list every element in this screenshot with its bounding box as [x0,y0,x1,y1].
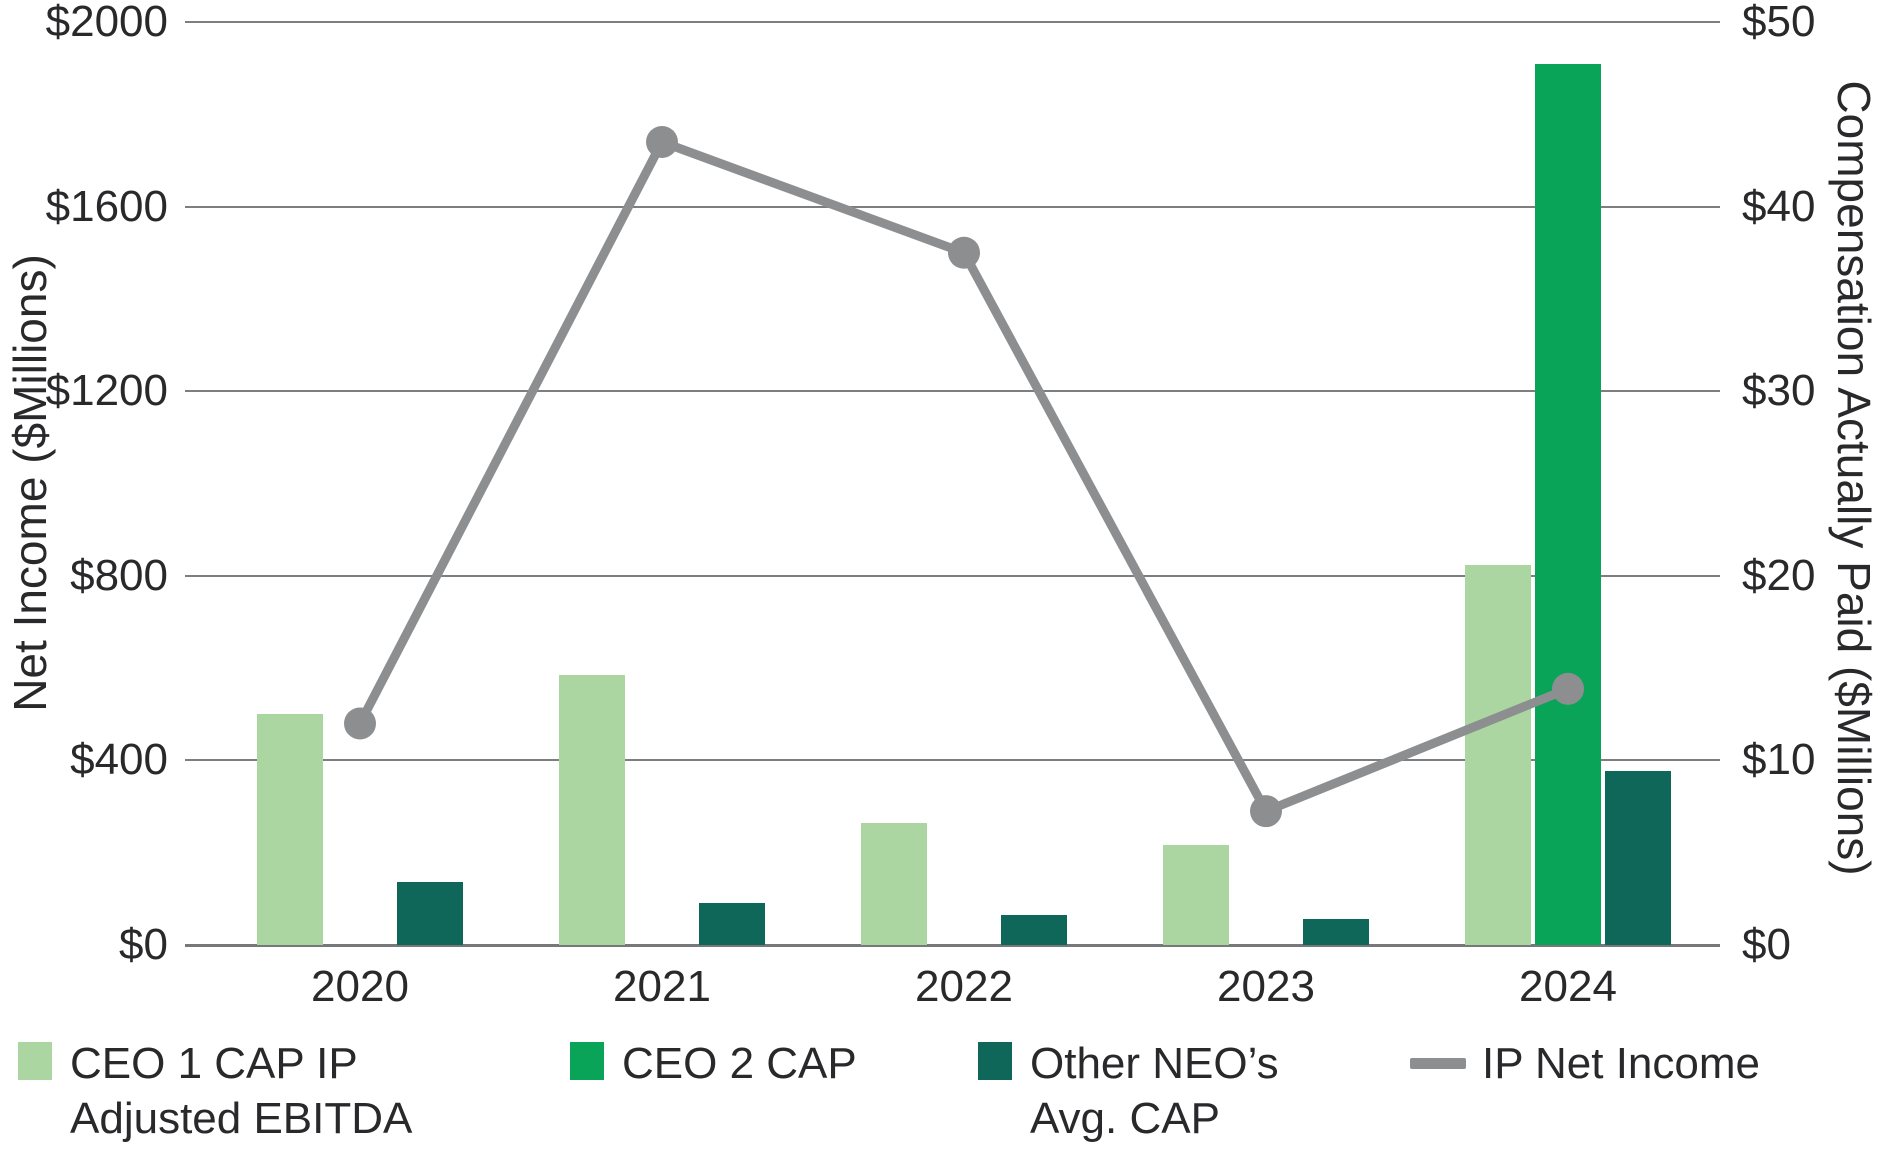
bar-other-neo-s-avg-cap-2024 [1605,771,1671,945]
x-axis-label-2021: 2021 [613,962,711,1011]
legend-item-2: CEO 2 CAP [570,1036,857,1091]
legend-square-swatch [978,1042,1012,1080]
bar-ceo-1-cap-ip-adjusted-ebitda-2021 [559,675,625,945]
legend-item-1: CEO 1 CAP IP Adjusted EBITDA [18,1036,412,1146]
legend-label: Other NEO’s Avg. CAP [1030,1039,1279,1143]
legend-label: IP Net Income [1482,1039,1760,1088]
net-income-point-2023 [1250,795,1282,828]
net-income-point-2024 [1552,672,1584,705]
bar-ceo-1-cap-ip-adjusted-ebitda-2024 [1465,564,1531,945]
left-tick-label: $800 [70,550,168,600]
right-tick-label: $20 [1742,550,1816,600]
legend-line-swatch [1410,1058,1466,1069]
left-tick-label: $0 [119,920,168,969]
bar-other-neo-s-avg-cap-2022 [1001,915,1067,945]
gridline [185,205,1720,208]
right-axis-title: Compensation Actually Paid ($Millions) [1828,80,1880,876]
right-tick-label: $0 [1742,920,1791,969]
right-tick-label: $50 [1742,0,1816,46]
net-income-point-2021 [646,125,678,158]
x-axis-label-2024: 2024 [1519,962,1617,1011]
right-tick-label: $30 [1742,366,1816,416]
legend-label: CEO 1 CAP IP Adjusted EBITDA [70,1039,413,1143]
plot-area [185,21,1720,947]
x-axis-baseline [185,944,1720,947]
x-axis-label-2020: 2020 [311,962,409,1011]
left-tick-label: $400 [70,735,168,785]
left-tick-label: $2000 [45,0,168,46]
legend-item-4: IP Net Income [1410,1036,1760,1091]
gridline [185,390,1720,393]
bar-ceo-2-cap-2024 [1535,64,1601,945]
legend-label: CEO 2 CAP [622,1039,857,1088]
bar-other-neo-s-avg-cap-2023 [1303,919,1369,945]
net-income-point-2022 [948,236,980,269]
gridline [185,759,1720,762]
left-tick-label: $1200 [45,366,168,416]
net-income-line-series [344,125,1584,828]
bar-ceo-1-cap-ip-adjusted-ebitda-2020 [257,714,323,945]
legend-square-swatch [570,1042,604,1080]
legend-square-swatch [18,1042,52,1080]
legend-item-3: Other NEO’s Avg. CAP [978,1036,1279,1146]
bar-ceo-1-cap-ip-adjusted-ebitda-2022 [861,823,927,945]
gridline [185,21,1720,23]
right-tick-label: $10 [1742,735,1816,785]
right-tick-label: $40 [1742,181,1816,231]
chart-legend: CEO 1 CAP IP Adjusted EBITDA CEO 2 CAP Othe… [0,1036,1892,1156]
bar-other-neo-s-avg-cap-2021 [699,902,765,945]
left-tick-label: $1600 [45,181,168,231]
x-axis-label-2023: 2023 [1217,962,1315,1011]
gridline [185,574,1720,577]
bar-other-neo-s-avg-cap-2020 [397,882,463,945]
bar-ceo-1-cap-ip-adjusted-ebitda-2023 [1163,845,1229,945]
left-axis-title: Net Income ($Millions) [4,254,56,712]
net-income-point-2020 [344,707,376,740]
x-axis-label-2022: 2022 [915,962,1013,1011]
